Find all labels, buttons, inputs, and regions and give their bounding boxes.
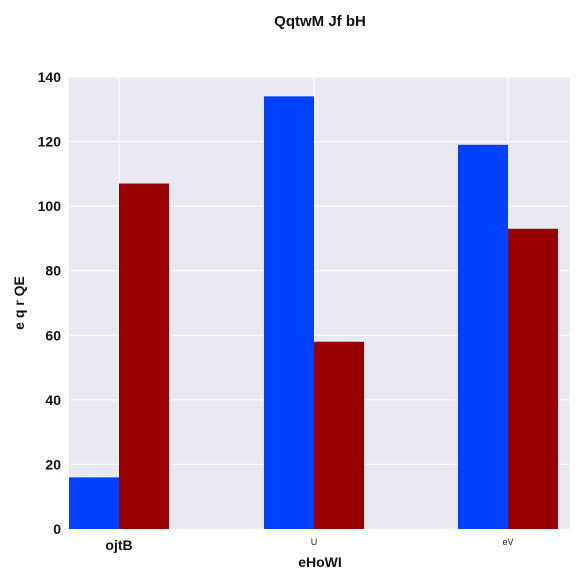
x-tick-label: ojtB: [105, 537, 132, 553]
bar-series2-U: [314, 341, 364, 529]
y-tick-label: 0: [53, 521, 61, 537]
bar-series1-eV: [458, 144, 508, 530]
y-tick-label: 80: [45, 263, 61, 279]
bar-series1-U: [264, 96, 314, 529]
y-tick-label: 120: [38, 134, 62, 150]
bars: [69, 96, 558, 530]
y-tick-label: 60: [45, 327, 61, 343]
chart-title: QqtwM Jf bH: [274, 13, 366, 30]
x-tick-label: eV: [502, 537, 513, 547]
y-tick-label: 20: [45, 456, 61, 472]
x-axis-label: eHoWI: [298, 554, 342, 570]
y-tick-labels: 0 20 40 60 80 100 120 140: [38, 69, 62, 537]
x-tick-label: U: [311, 537, 318, 547]
bar-series2-ojtB: [119, 183, 169, 530]
y-axis-label: e q r QE: [11, 276, 27, 330]
bar-series1-ojtB: [69, 477, 119, 529]
y-tick-label: 100: [38, 198, 62, 214]
y-tick-label: 140: [38, 69, 62, 85]
y-tick-label: 40: [45, 392, 61, 408]
bar-series2-eV: [508, 228, 558, 529]
